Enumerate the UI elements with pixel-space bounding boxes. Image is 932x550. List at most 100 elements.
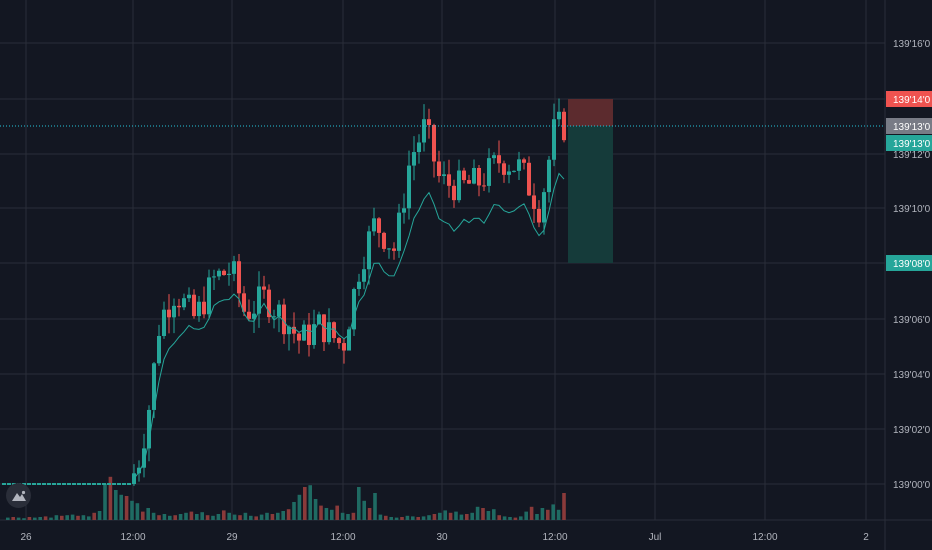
volume-bar (448, 512, 453, 520)
candle-body (2, 483, 6, 485)
candle-body (252, 313, 256, 319)
volume-bar (195, 514, 199, 520)
candle-body (522, 159, 526, 163)
candle-body (532, 195, 536, 209)
volume-bar (502, 516, 507, 520)
volume-bar (432, 514, 437, 520)
volume-bar (205, 515, 210, 520)
candle-body (77, 483, 81, 485)
candle-body (222, 270, 226, 276)
candle-body (217, 270, 221, 277)
y-tick-label: 139'16'0 (893, 39, 931, 50)
volume-bar (254, 516, 258, 520)
volume-bar (384, 515, 388, 520)
candle-body (372, 218, 376, 232)
time-axis[interactable]: 26 12:00 29 12:00 30 12:00 Jul 12:00 2 (20, 532, 869, 543)
volume-bar (319, 505, 323, 520)
stop-loss-zone (568, 99, 613, 126)
candle-body (277, 304, 281, 317)
candle-body (412, 152, 416, 166)
candle-body (142, 448, 146, 468)
volume-bar (103, 484, 107, 520)
candle-body (162, 309, 166, 336)
candle-body (427, 119, 431, 125)
candle-body (447, 174, 451, 186)
volume-bar (270, 514, 275, 520)
candle-body (462, 170, 466, 181)
volume-bar (168, 515, 172, 520)
x-tick-label: 12:00 (542, 532, 567, 543)
volume-bar (378, 514, 383, 520)
x-tick-label: 2 (863, 532, 869, 543)
candle-body (177, 305, 181, 308)
volume-bar (135, 503, 140, 520)
candle-body (47, 483, 51, 485)
volume-bar (173, 515, 177, 520)
volume-bar (60, 515, 64, 520)
volume-bar (508, 517, 512, 520)
candle-body (262, 286, 266, 290)
price-tag (886, 255, 932, 271)
price-tag-label: 139'08'0 (893, 259, 931, 270)
volume-bar (297, 494, 302, 520)
volume-bar (454, 511, 458, 520)
volume-bar (529, 506, 534, 520)
price-axis[interactable]: 139'16'0 139'10'0 139'06'0 139'04'0 139'02'0… (893, 39, 931, 491)
candle-body (107, 483, 111, 485)
volume-bar (43, 516, 48, 520)
candle-body (212, 276, 216, 278)
tradingview-logo-icon[interactable] (6, 483, 31, 508)
x-tick-label: 30 (436, 532, 448, 543)
volume-bar (470, 512, 474, 520)
volume-bar (130, 500, 134, 520)
candle-body (72, 483, 76, 485)
volume-bar (189, 511, 194, 520)
candle-body (342, 343, 346, 351)
volume-bar (222, 510, 226, 520)
volume-bar (216, 514, 221, 520)
x-tick-label: 29 (226, 532, 238, 543)
candle-body (187, 294, 191, 299)
candle-body (127, 483, 131, 485)
volume-bar (11, 517, 15, 520)
take-profit-zone (568, 126, 613, 263)
y-tick-label: 139'00'0 (893, 480, 931, 491)
candle-body (267, 289, 271, 318)
candle-body (242, 293, 246, 312)
volume-bar (157, 515, 161, 520)
volume-bar (324, 508, 329, 520)
candle-body (492, 155, 496, 159)
volume-bar (151, 512, 156, 520)
volume-bar (562, 493, 566, 520)
candle-body (482, 185, 486, 187)
volume-bar (427, 515, 431, 520)
volume-bar (357, 487, 361, 520)
candle-body (302, 324, 306, 341)
candle-body (402, 208, 406, 213)
x-tick-label: 12:00 (330, 532, 355, 543)
volume-bar (81, 515, 86, 520)
volume-bar (405, 515, 410, 520)
candle-body (502, 163, 506, 175)
candle-body (527, 162, 531, 196)
candle-body (392, 248, 396, 251)
x-tick-label: 12:00 (120, 532, 145, 543)
candle-body (62, 483, 66, 485)
candle-body (117, 483, 121, 485)
volume-bar (400, 517, 404, 520)
candle-body (112, 483, 116, 485)
volume-bar (141, 511, 145, 520)
candle-body (7, 483, 11, 485)
volume-bar (308, 485, 312, 520)
volume-bar (238, 515, 242, 520)
candle-body (237, 261, 241, 294)
candle-body (152, 363, 156, 410)
candle-body (82, 483, 86, 485)
candle-body (97, 483, 101, 485)
candle-body (57, 483, 61, 485)
candle-body (27, 483, 31, 485)
volume-bar (443, 510, 447, 520)
volume-bar (373, 493, 377, 520)
candle-body (32, 483, 36, 485)
